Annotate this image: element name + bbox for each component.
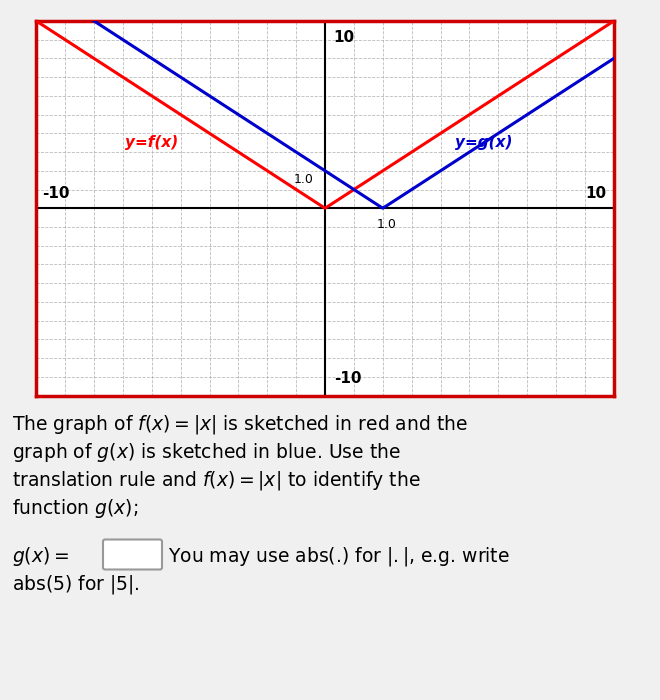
- Text: The graph of $f(x) = |x|$ is sketched in red and the: The graph of $f(x) = |x|$ is sketched in…: [12, 414, 468, 437]
- Text: translation rule and $f(x) = |x|$ to identify the: translation rule and $f(x) = |x|$ to ide…: [12, 470, 420, 493]
- Text: 1.0: 1.0: [294, 173, 313, 186]
- Text: function $g(x)$;: function $g(x)$;: [12, 498, 139, 521]
- Text: You may use abs(.) for $|.|$, e.g. write: You may use abs(.) for $|.|$, e.g. write: [168, 545, 510, 568]
- Text: $g(x) =$: $g(x) =$: [12, 545, 69, 568]
- Text: -10: -10: [334, 371, 361, 386]
- Text: -10: -10: [42, 186, 69, 201]
- Text: 1.0: 1.0: [377, 218, 397, 230]
- Text: graph of $g(x)$ is sketched in blue. Use the: graph of $g(x)$ is sketched in blue. Use…: [12, 442, 401, 465]
- Text: 10: 10: [585, 186, 606, 201]
- Text: abs(5) for $|5|$.: abs(5) for $|5|$.: [12, 573, 140, 596]
- FancyBboxPatch shape: [103, 540, 162, 570]
- Text: y=g(x): y=g(x): [455, 135, 513, 150]
- Text: y=f(x): y=f(x): [125, 135, 178, 150]
- Text: 10: 10: [334, 30, 355, 46]
